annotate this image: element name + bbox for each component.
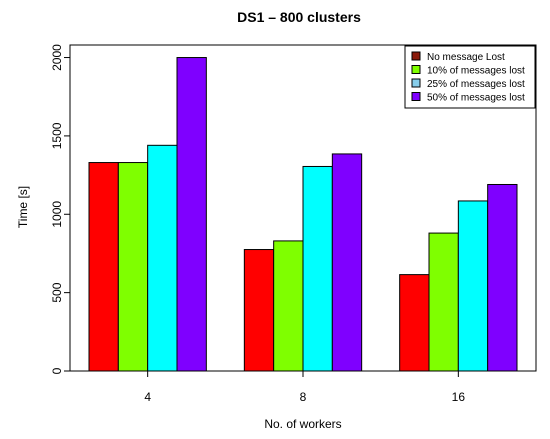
bar	[273, 240, 304, 372]
x-axis: 4 8 16	[144, 371, 465, 404]
legend-box	[404, 45, 536, 109]
legend: No message Lost 10% of messages lost 25% o…	[404, 45, 536, 109]
legend-swatch	[411, 51, 421, 61]
bar	[331, 153, 363, 372]
x-tick-label: 4	[144, 390, 151, 404]
bar	[176, 57, 207, 372]
legend-label: 25% of messages lost	[427, 79, 525, 90]
x-axis-label: No. of workers	[264, 417, 341, 431]
bar	[457, 200, 489, 372]
y-axis: 0 500 1000 1500 2000	[50, 44, 71, 374]
legend-swatch	[411, 78, 421, 88]
x-tick-label: 16	[452, 390, 466, 404]
bar	[117, 162, 149, 372]
bar	[428, 232, 459, 372]
legend-swatch	[411, 92, 421, 101]
y-tick-label: 500	[50, 282, 64, 302]
x-tick-label: 8	[300, 390, 307, 404]
bar	[487, 183, 518, 372]
y-tick-label: 0	[50, 367, 64, 374]
bar	[147, 144, 178, 372]
bar	[302, 165, 333, 372]
bar	[88, 162, 119, 372]
legend-label: No message Lost	[427, 52, 505, 63]
bar	[243, 249, 275, 372]
y-axis-label: Time [s]	[16, 186, 30, 228]
legend-label: 50% of messages lost	[427, 93, 525, 104]
plot-area	[69, 44, 537, 372]
chart-title: DS1 – 800 clusters	[237, 9, 361, 25]
y-tick-label: 1500	[50, 122, 64, 149]
bar	[399, 274, 430, 372]
y-tick-label: 1000	[50, 201, 64, 228]
legend-swatch	[411, 65, 421, 74]
legend-label: 10% of messages lost	[427, 66, 525, 77]
y-tick-label: 2000	[50, 44, 64, 71]
